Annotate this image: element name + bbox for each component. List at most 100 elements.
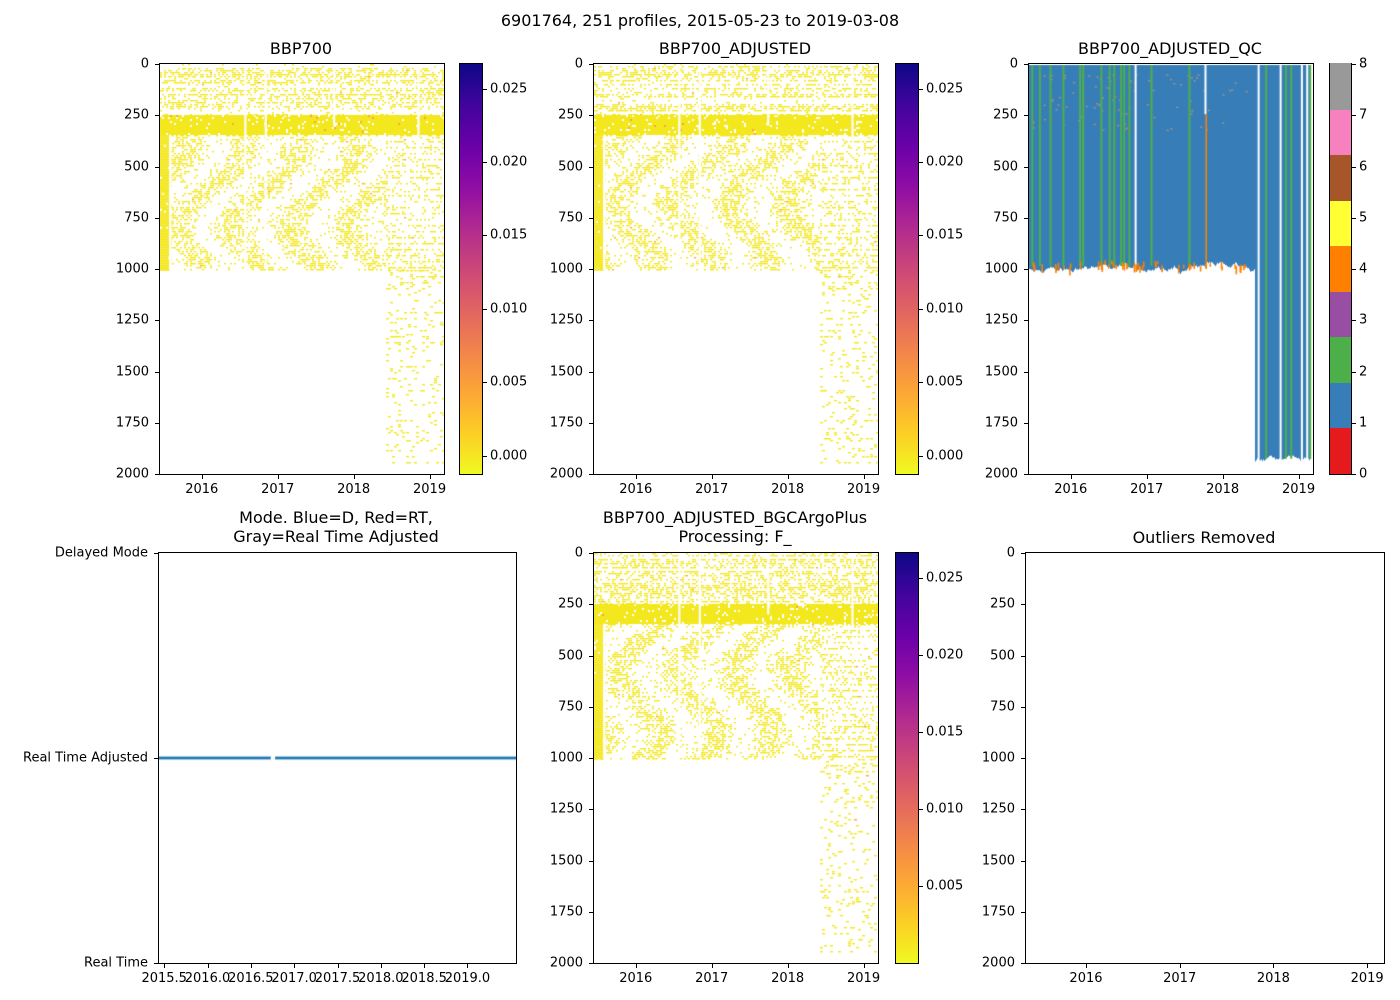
qc-colorbar-segment-5	[1330, 199, 1351, 247]
colorbar-tick-label: 0.010	[926, 801, 964, 817]
y-tick	[589, 860, 593, 862]
y-tick-label: 1250	[984, 312, 1018, 328]
y-tick-label: 250	[990, 596, 1015, 612]
subplot-title-outliers-removed: Outliers Removed	[1132, 528, 1276, 547]
y-tick-label: 1000	[549, 261, 583, 277]
y-tick	[589, 706, 593, 708]
colorbar-tick	[1352, 115, 1356, 117]
y-tick-label: 250	[558, 596, 583, 612]
x-tick-label: 2016.0	[184, 971, 231, 986]
y-tick	[589, 655, 593, 657]
x-tick	[711, 964, 713, 968]
colorbar-tick-label: 0.015	[926, 227, 964, 243]
y-tick-label: 2000	[981, 955, 1015, 971]
x-tick-label: 2018.5	[401, 971, 447, 986]
colorbar-tick-label: 0.025	[926, 570, 964, 586]
x-tick	[863, 964, 865, 968]
qc-colorbar-segment-0	[1330, 427, 1351, 474]
mode-line-plot	[159, 553, 516, 963]
x-tick	[711, 475, 713, 479]
y-tick-label: 1250	[981, 801, 1015, 817]
x-tick-label: 2016	[1054, 482, 1088, 497]
colorbar-tick	[483, 88, 487, 90]
y-tick	[1021, 706, 1025, 708]
colorbar-tick-label: 0.010	[490, 301, 528, 317]
x-tick-label: 2018	[771, 971, 805, 986]
y-tick	[589, 64, 593, 65]
y-tick-label: 750	[558, 210, 583, 226]
x-tick	[635, 964, 637, 968]
y-tick-label: Delayed Mode	[54, 545, 148, 561]
x-tick	[164, 964, 166, 968]
colorbar-tick-label: 0.025	[926, 81, 964, 97]
x-tick-label: 2017	[1130, 482, 1164, 497]
y-tick-label: 500	[124, 159, 149, 174]
y-tick	[1024, 115, 1028, 117]
colorbar-tick-label: 0.005	[490, 374, 528, 390]
axes-bgcargoplus	[593, 552, 879, 964]
y-tick	[1024, 217, 1028, 219]
y-tick	[589, 217, 593, 219]
y-tick	[154, 963, 158, 964]
y-tick-label: 1750	[981, 904, 1015, 920]
y-tick-label: Real Time Adjusted	[23, 750, 148, 766]
y-tick	[1021, 963, 1025, 964]
subplot-title-bbp700-adjusted-qc: BBP700_ADJUSTED_QC	[1078, 39, 1262, 58]
x-tick-label: 2019	[1282, 482, 1316, 497]
y-tick	[589, 422, 593, 424]
y-tick-label: 0	[574, 545, 583, 561]
x-tick-label: 2016	[619, 971, 653, 986]
qc-colorbar-segment-2	[1330, 336, 1351, 383]
y-tick-label: 1500	[115, 364, 149, 379]
y-tick	[155, 269, 159, 270]
x-tick	[1298, 475, 1300, 479]
y-tick-label: 1750	[549, 415, 583, 431]
qc-colorbar-segment-3	[1330, 290, 1351, 338]
y-tick-label: 1250	[549, 801, 583, 817]
subplot-title-bbp700-adjusted: BBP700_ADJUSTED	[658, 39, 812, 58]
colorbar-qc	[1329, 63, 1352, 475]
y-tick-label: 250	[558, 107, 583, 123]
colorbar-tick	[483, 235, 487, 237]
bbp700-adjusted-heatmap	[594, 64, 878, 474]
x-tick	[201, 475, 203, 479]
y-tick-label: 2000	[115, 466, 149, 482]
y-tick	[155, 217, 159, 219]
x-tick	[337, 964, 339, 968]
colorbar-tick	[1352, 269, 1356, 270]
x-tick	[1179, 964, 1181, 968]
x-tick-label: 2019	[413, 482, 447, 497]
y-tick-label: 1000	[981, 750, 1015, 766]
colorbar-tick-label: 0.015	[926, 724, 964, 740]
colorbar-tick	[1352, 422, 1356, 424]
colorbar-tick	[919, 308, 923, 310]
y-tick-label: 1250	[549, 312, 583, 328]
y-tick	[155, 371, 159, 373]
colorbar-tick-label: 0.010	[926, 301, 964, 317]
y-tick	[589, 166, 593, 168]
y-tick	[1021, 604, 1025, 606]
y-tick-label: Real Time	[84, 955, 148, 971]
qc-colorbar-segment-4	[1330, 245, 1351, 292]
y-tick-label: 750	[993, 210, 1018, 226]
colorbar-tick-label: 0.020	[490, 154, 528, 170]
x-tick	[1273, 964, 1275, 968]
y-tick	[589, 758, 593, 759]
y-tick-label: 0	[140, 56, 149, 72]
axes-outliers-removed	[1025, 552, 1385, 964]
x-tick	[1367, 964, 1369, 968]
x-tick	[353, 475, 355, 479]
colorbar-tick	[919, 731, 923, 733]
y-tick	[1024, 166, 1028, 168]
axes-bbp700	[159, 63, 445, 475]
colorbar-tick-label: 0.005	[926, 374, 964, 390]
qc-colorbar-segment-1	[1330, 382, 1351, 429]
x-tick-label: 2017.5	[314, 971, 361, 986]
colorbar-tick	[1352, 166, 1356, 168]
x-tick-label: 2017	[695, 971, 729, 986]
subplot-title-mode: Mode. Blue=D, Red=RT, Gray=Real Time Adj…	[233, 508, 439, 546]
y-tick-label: 0	[574, 56, 583, 72]
y-tick	[589, 474, 593, 475]
x-tick	[1070, 475, 1072, 479]
